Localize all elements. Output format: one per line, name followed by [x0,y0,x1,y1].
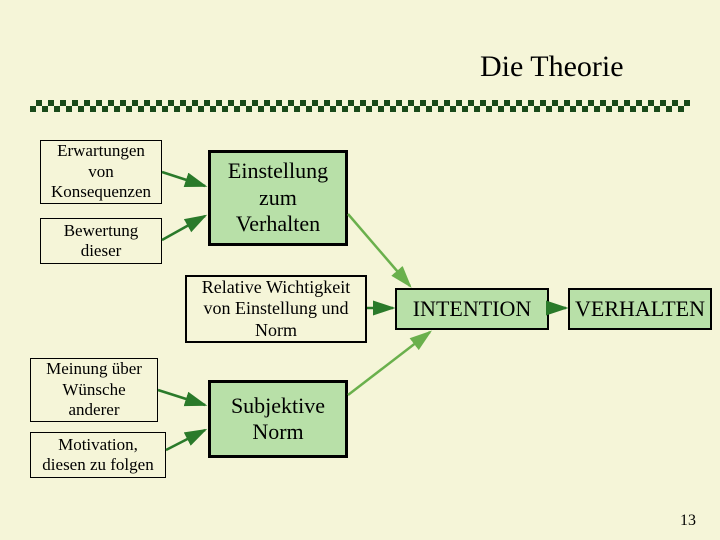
box-meinung: Meinung überWünscheanderer [30,358,158,422]
box-verhalten: VERHALTEN [568,288,712,330]
divider-checker [30,100,690,112]
box-motivation: Motivation,diesen zu folgen [30,432,166,478]
box-intention: INTENTION [395,288,549,330]
box-erwartungen: ErwartungenvonKonsequenzen [40,140,162,204]
box-bewertung: Bewertungdieser [40,218,162,264]
box-subjektive: SubjektiveNorm [208,380,348,458]
page-number: 13 [680,512,696,530]
page-title: Die Theorie [480,50,624,84]
box-einstellung: EinstellungzumVerhalten [208,150,348,246]
box-relative: Relative Wichtigkeitvon Einstellung undN… [185,275,367,343]
